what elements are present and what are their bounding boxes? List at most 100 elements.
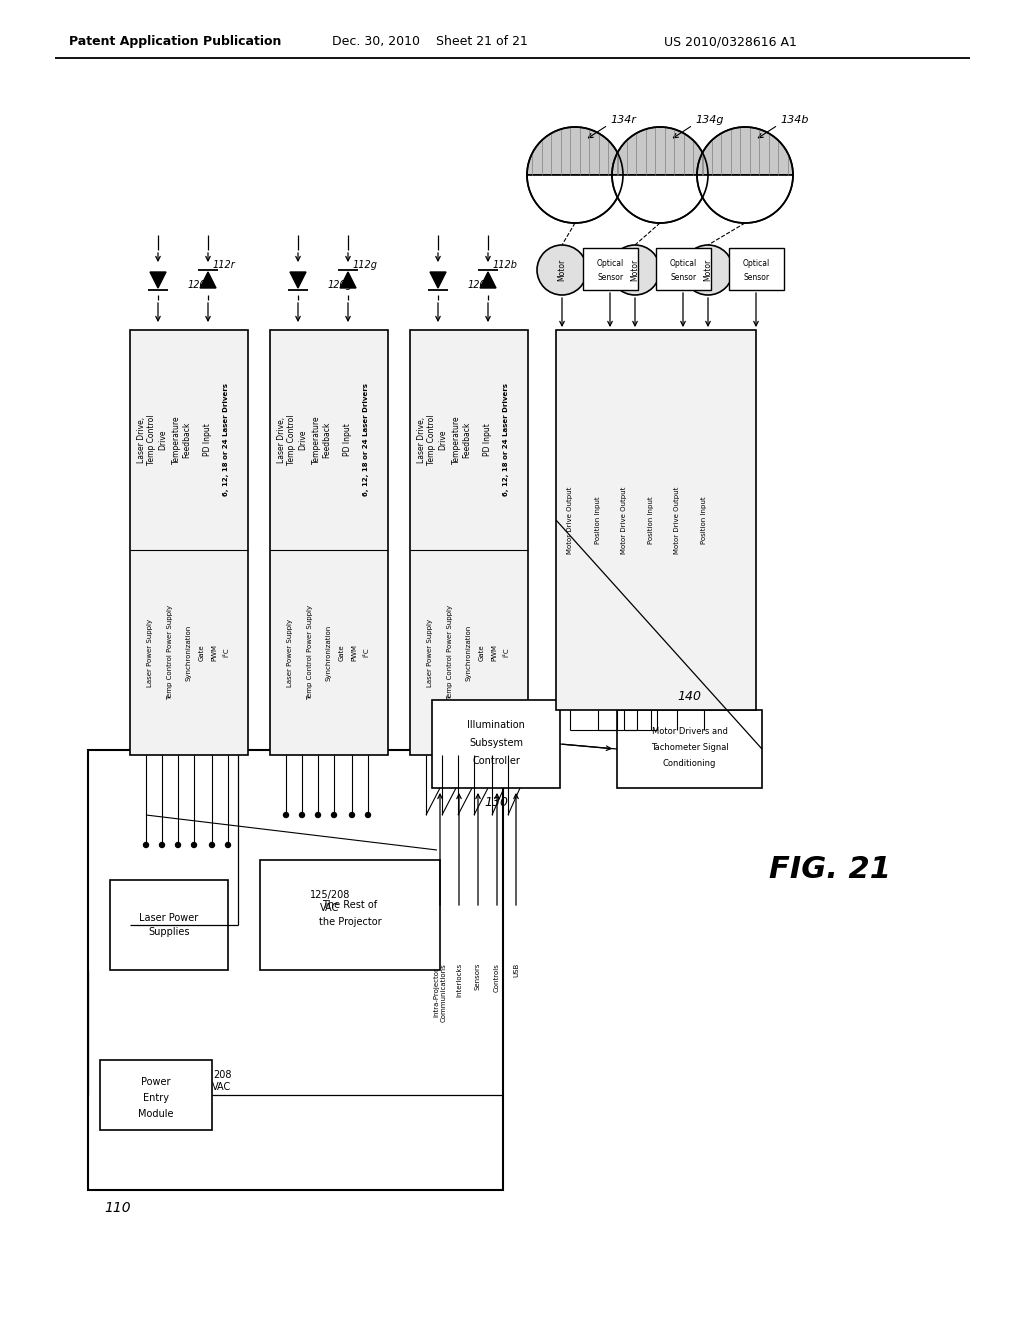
Circle shape	[160, 842, 165, 847]
Text: Laser Drive,
Temp Control
Drive: Laser Drive, Temp Control Drive	[278, 414, 307, 465]
Polygon shape	[340, 272, 356, 288]
Text: Entry: Entry	[143, 1093, 169, 1104]
Text: I²C: I²C	[362, 648, 369, 657]
Text: USB: USB	[513, 964, 519, 977]
Text: Optical: Optical	[597, 260, 624, 268]
Bar	[130, 330, 248, 755]
Text: 112r: 112r	[213, 260, 236, 271]
Text: VAC: VAC	[212, 1082, 231, 1092]
Polygon shape	[150, 272, 166, 288]
Wedge shape	[612, 176, 708, 223]
Text: 112b: 112b	[493, 260, 518, 271]
Text: Motor Drivers and: Motor Drivers and	[651, 727, 727, 737]
Text: Motor Drive Output: Motor Drive Output	[674, 486, 680, 553]
Text: Tachometer Signal: Tachometer Signal	[650, 743, 728, 752]
Wedge shape	[697, 176, 793, 223]
Text: Laser Power Supply: Laser Power Supply	[147, 619, 153, 686]
Text: Conditioning: Conditioning	[663, 759, 716, 768]
Circle shape	[332, 813, 337, 817]
Text: PD Input: PD Input	[483, 424, 493, 457]
Text: Optical: Optical	[670, 260, 697, 268]
Polygon shape	[430, 272, 446, 288]
Text: Motor Drive Output: Motor Drive Output	[621, 486, 627, 553]
Text: Position Input: Position Input	[701, 496, 707, 544]
Circle shape	[175, 842, 180, 847]
Circle shape	[284, 813, 289, 817]
Text: PWM: PWM	[211, 644, 217, 661]
Circle shape	[349, 813, 354, 817]
Text: Temp Control Power Supply: Temp Control Power Supply	[167, 605, 173, 700]
Bar	[432, 700, 560, 788]
Circle shape	[610, 246, 660, 294]
Text: I²C: I²C	[223, 648, 229, 657]
Bar	[100, 1060, 212, 1130]
Text: Temperature
Feedback: Temperature Feedback	[172, 416, 191, 465]
Text: Interlocks: Interlocks	[456, 964, 462, 997]
Text: Supplies: Supplies	[148, 927, 189, 937]
Text: PWM: PWM	[351, 644, 357, 661]
Bar	[270, 330, 388, 755]
Text: 112g: 112g	[353, 260, 378, 271]
Text: Synchronization: Synchronization	[325, 624, 331, 681]
Text: Gate: Gate	[479, 644, 485, 661]
Circle shape	[683, 246, 733, 294]
Text: 134b: 134b	[780, 115, 809, 125]
Text: Temp Control Power Supply: Temp Control Power Supply	[307, 605, 313, 700]
Bar	[556, 330, 756, 710]
Text: Position Input: Position Input	[595, 496, 601, 544]
Text: I²C: I²C	[503, 648, 509, 657]
Text: 134g: 134g	[695, 115, 724, 125]
Text: Temperature
Feedback: Temperature Feedback	[312, 416, 332, 465]
Text: PD Input: PD Input	[343, 424, 352, 457]
Bar	[110, 880, 228, 970]
Bar	[88, 750, 503, 1191]
Circle shape	[315, 813, 321, 817]
Circle shape	[191, 842, 197, 847]
Text: 120g: 120g	[328, 280, 353, 290]
Bar	[583, 248, 638, 290]
Text: Synchronization: Synchronization	[465, 624, 471, 681]
Circle shape	[366, 813, 371, 817]
Text: Laser Drive,
Temp Control
Drive: Laser Drive, Temp Control Drive	[137, 414, 167, 465]
Circle shape	[210, 842, 214, 847]
Circle shape	[299, 813, 304, 817]
Text: 110: 110	[104, 1201, 131, 1214]
Text: Controls: Controls	[494, 964, 500, 991]
Text: Sensors: Sensors	[475, 964, 481, 990]
Bar	[410, 330, 528, 755]
Text: The Rest of: The Rest of	[323, 900, 378, 909]
Bar	[729, 248, 784, 290]
Text: 125/208: 125/208	[310, 890, 350, 900]
Text: Gate: Gate	[199, 644, 205, 661]
Wedge shape	[697, 127, 793, 176]
Text: 6, 12, 18 or 24 Laser Drivers: 6, 12, 18 or 24 Laser Drivers	[503, 384, 509, 496]
Text: 120r: 120r	[188, 280, 211, 290]
Circle shape	[143, 842, 148, 847]
Circle shape	[537, 246, 587, 294]
Text: Laser Power Supply: Laser Power Supply	[287, 619, 293, 686]
Wedge shape	[527, 127, 623, 176]
Wedge shape	[612, 127, 708, 176]
Text: Optical: Optical	[742, 260, 770, 268]
Polygon shape	[200, 272, 216, 288]
Text: Subsystem: Subsystem	[469, 738, 523, 748]
Text: Sensor: Sensor	[743, 272, 770, 281]
Text: Sensor: Sensor	[597, 272, 624, 281]
Text: Patent Application Publication: Patent Application Publication	[69, 36, 282, 49]
Text: 6, 12, 18 or 24 Laser Drivers: 6, 12, 18 or 24 Laser Drivers	[223, 384, 229, 496]
Text: US 2010/0328616 A1: US 2010/0328616 A1	[664, 36, 797, 49]
Text: 140: 140	[678, 689, 701, 702]
Text: Power: Power	[141, 1077, 171, 1086]
Text: Position Input: Position Input	[648, 496, 654, 544]
Text: Synchronization: Synchronization	[185, 624, 191, 681]
Text: Motor: Motor	[557, 259, 566, 281]
Text: 120b: 120b	[468, 280, 493, 290]
Text: Motor Drive Output: Motor Drive Output	[567, 486, 573, 553]
Bar	[617, 710, 762, 788]
Circle shape	[225, 842, 230, 847]
Polygon shape	[290, 272, 306, 288]
Text: Motor: Motor	[631, 259, 640, 281]
Text: Laser Power: Laser Power	[139, 913, 199, 923]
Text: VAC: VAC	[321, 903, 340, 913]
Text: Controller: Controller	[472, 756, 520, 766]
